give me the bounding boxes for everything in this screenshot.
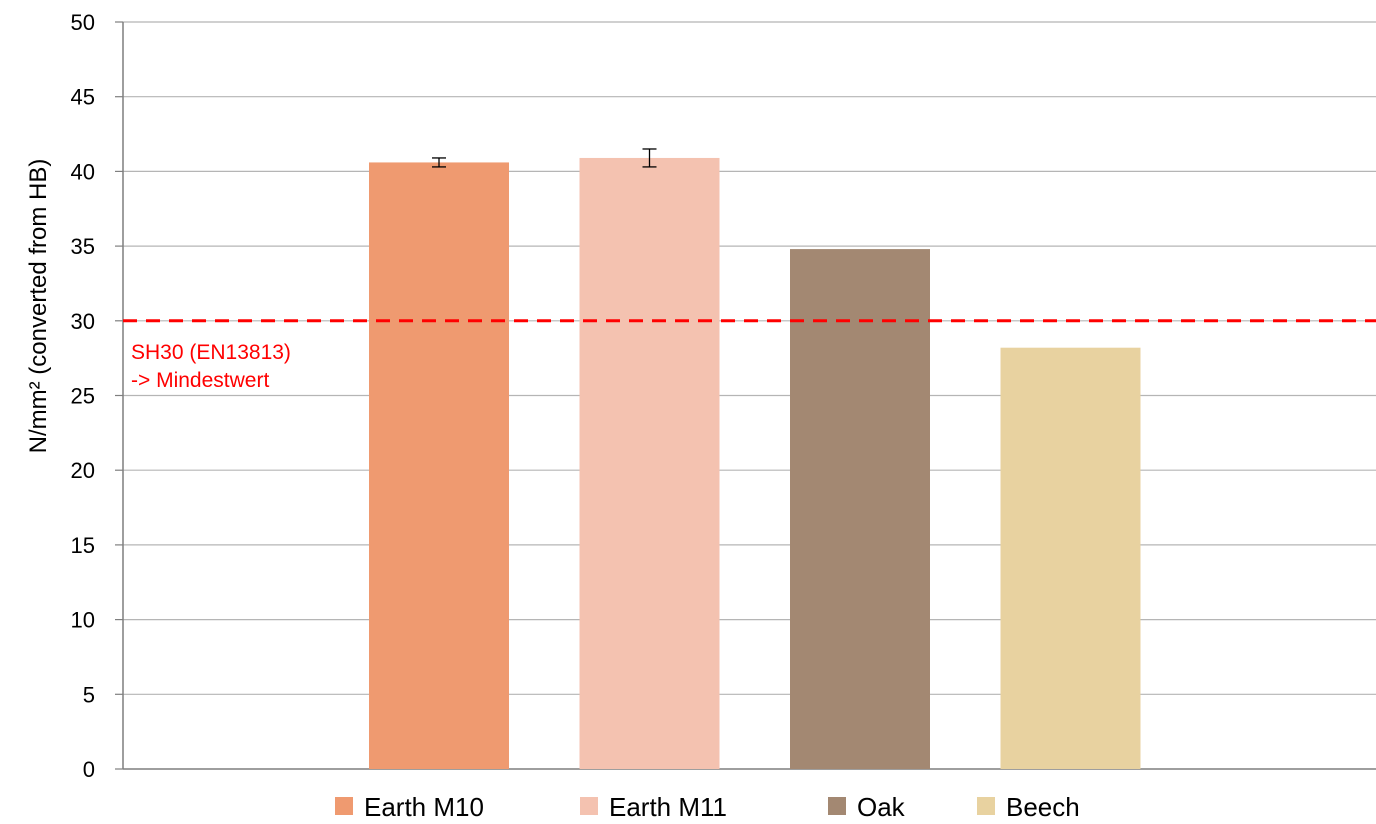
reference-line-label-1: SH30 (EN13813): [131, 341, 291, 364]
y-tick-label: 10: [71, 608, 95, 633]
axes: [115, 21, 1376, 770]
legend-swatch: [828, 797, 846, 815]
y-tick-label: 35: [71, 234, 95, 259]
error-bars: [432, 148, 657, 168]
y-axis-label: N/mm² (converted from HB): [25, 159, 52, 454]
legend-swatch: [335, 797, 353, 815]
bar-beech: [1000, 347, 1141, 769]
bar-earth-m10: [369, 162, 509, 769]
y-tick-label: 5: [83, 682, 95, 707]
y-tick-label: 20: [71, 458, 95, 483]
bar-earth-m11: [579, 157, 720, 770]
gridlines: [123, 21, 1376, 695]
reference-line-label-2: -> Mindestwert: [131, 369, 269, 392]
y-tick-label: 40: [71, 159, 95, 184]
legend-label: Earth M10: [364, 792, 484, 822]
y-tick-label: 25: [71, 384, 95, 409]
y-tick-label: 15: [71, 533, 95, 558]
bars: [369, 157, 1141, 770]
y-tick-label: 30: [71, 309, 95, 334]
legend-label: Earth M11: [609, 792, 727, 822]
y-tick-label: 0: [83, 757, 95, 782]
bar-oak: [790, 249, 930, 769]
y-tick-label: 50: [71, 10, 95, 35]
y-tick-labels: 0 5 10 15 20 25 30 35 40 45 50: [71, 10, 95, 782]
legend-swatch: [580, 797, 598, 815]
legend: Earth M10 Earth M11 Oak Beech: [335, 792, 1080, 822]
legend-label: Oak: [857, 792, 906, 822]
legend-label: Beech: [1006, 792, 1080, 822]
legend-swatch: [977, 797, 995, 815]
y-tick-label: 45: [71, 85, 95, 110]
